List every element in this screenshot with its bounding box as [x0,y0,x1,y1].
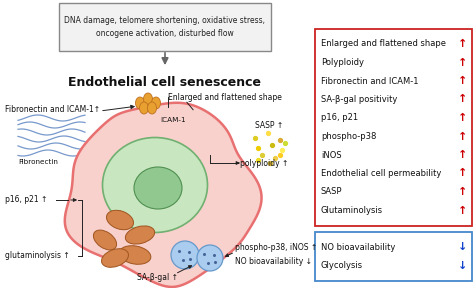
Text: Polyploidy: Polyploidy [321,58,364,67]
Text: Glycolysis: Glycolysis [321,261,363,270]
FancyBboxPatch shape [315,29,472,226]
Text: p16, p21: p16, p21 [321,113,358,122]
FancyBboxPatch shape [315,232,472,281]
Text: ↑: ↑ [457,113,467,123]
FancyBboxPatch shape [59,3,271,51]
Text: ↑: ↑ [457,58,467,67]
Text: DNA damage, telomere shortening, oxidative stress,
oncogene activation, disturbe: DNA damage, telomere shortening, oxidati… [64,16,265,38]
Text: ICAM-1: ICAM-1 [160,117,186,123]
Text: p16, p21 ↑: p16, p21 ↑ [5,196,47,204]
Ellipse shape [152,97,161,109]
Ellipse shape [119,246,151,264]
Text: Enlarged and flattened shape: Enlarged and flattened shape [321,39,446,48]
Text: ↑: ↑ [457,132,467,141]
Text: ↑: ↑ [457,39,467,49]
Ellipse shape [147,102,156,114]
Ellipse shape [144,93,153,105]
Text: Glutaminolysis: Glutaminolysis [321,206,383,215]
Text: SA-β-gal positivity: SA-β-gal positivity [321,95,397,104]
Text: Endothelial cell permeability: Endothelial cell permeability [321,169,441,178]
Text: Fibronectin: Fibronectin [18,159,58,165]
Ellipse shape [139,102,148,114]
Text: SA-β-gal ↑: SA-β-gal ↑ [137,274,179,283]
Text: ↑: ↑ [457,150,467,160]
Ellipse shape [171,241,199,269]
Text: phospho-p38, iNOS ↑: phospho-p38, iNOS ↑ [235,243,317,253]
Text: NO bioavailability: NO bioavailability [321,242,395,251]
Text: ↑: ↑ [457,206,467,215]
Ellipse shape [102,137,208,232]
Text: phospho-p38: phospho-p38 [321,132,376,141]
Ellipse shape [197,245,223,271]
Ellipse shape [136,97,145,109]
Text: ↓: ↓ [457,242,467,252]
Text: polyploidy ↑: polyploidy ↑ [240,158,288,168]
Ellipse shape [101,249,128,267]
Ellipse shape [125,226,155,244]
Text: ↑: ↑ [457,76,467,86]
Text: Enlarged and flattened shape: Enlarged and flattened shape [168,92,282,101]
Ellipse shape [107,210,134,230]
Text: ↑: ↑ [457,187,467,197]
Text: glutaminolysis ↑: glutaminolysis ↑ [5,251,70,261]
Text: Endothelial cell senescence: Endothelial cell senescence [69,75,262,88]
Text: iNOS: iNOS [321,151,342,160]
Text: ↑: ↑ [457,94,467,105]
Text: Fibronectin and ICAM-1↑: Fibronectin and ICAM-1↑ [5,105,100,115]
Text: SASP: SASP [321,187,343,196]
Text: NO bioavailability ↓: NO bioavailability ↓ [235,257,312,266]
Polygon shape [65,103,262,287]
Ellipse shape [93,230,117,250]
Text: Fibronectin and ICAM-1: Fibronectin and ICAM-1 [321,77,419,86]
Text: ↓: ↓ [457,261,467,270]
Ellipse shape [134,167,182,209]
Text: SASP ↑: SASP ↑ [255,120,283,130]
Text: ↑: ↑ [457,168,467,179]
